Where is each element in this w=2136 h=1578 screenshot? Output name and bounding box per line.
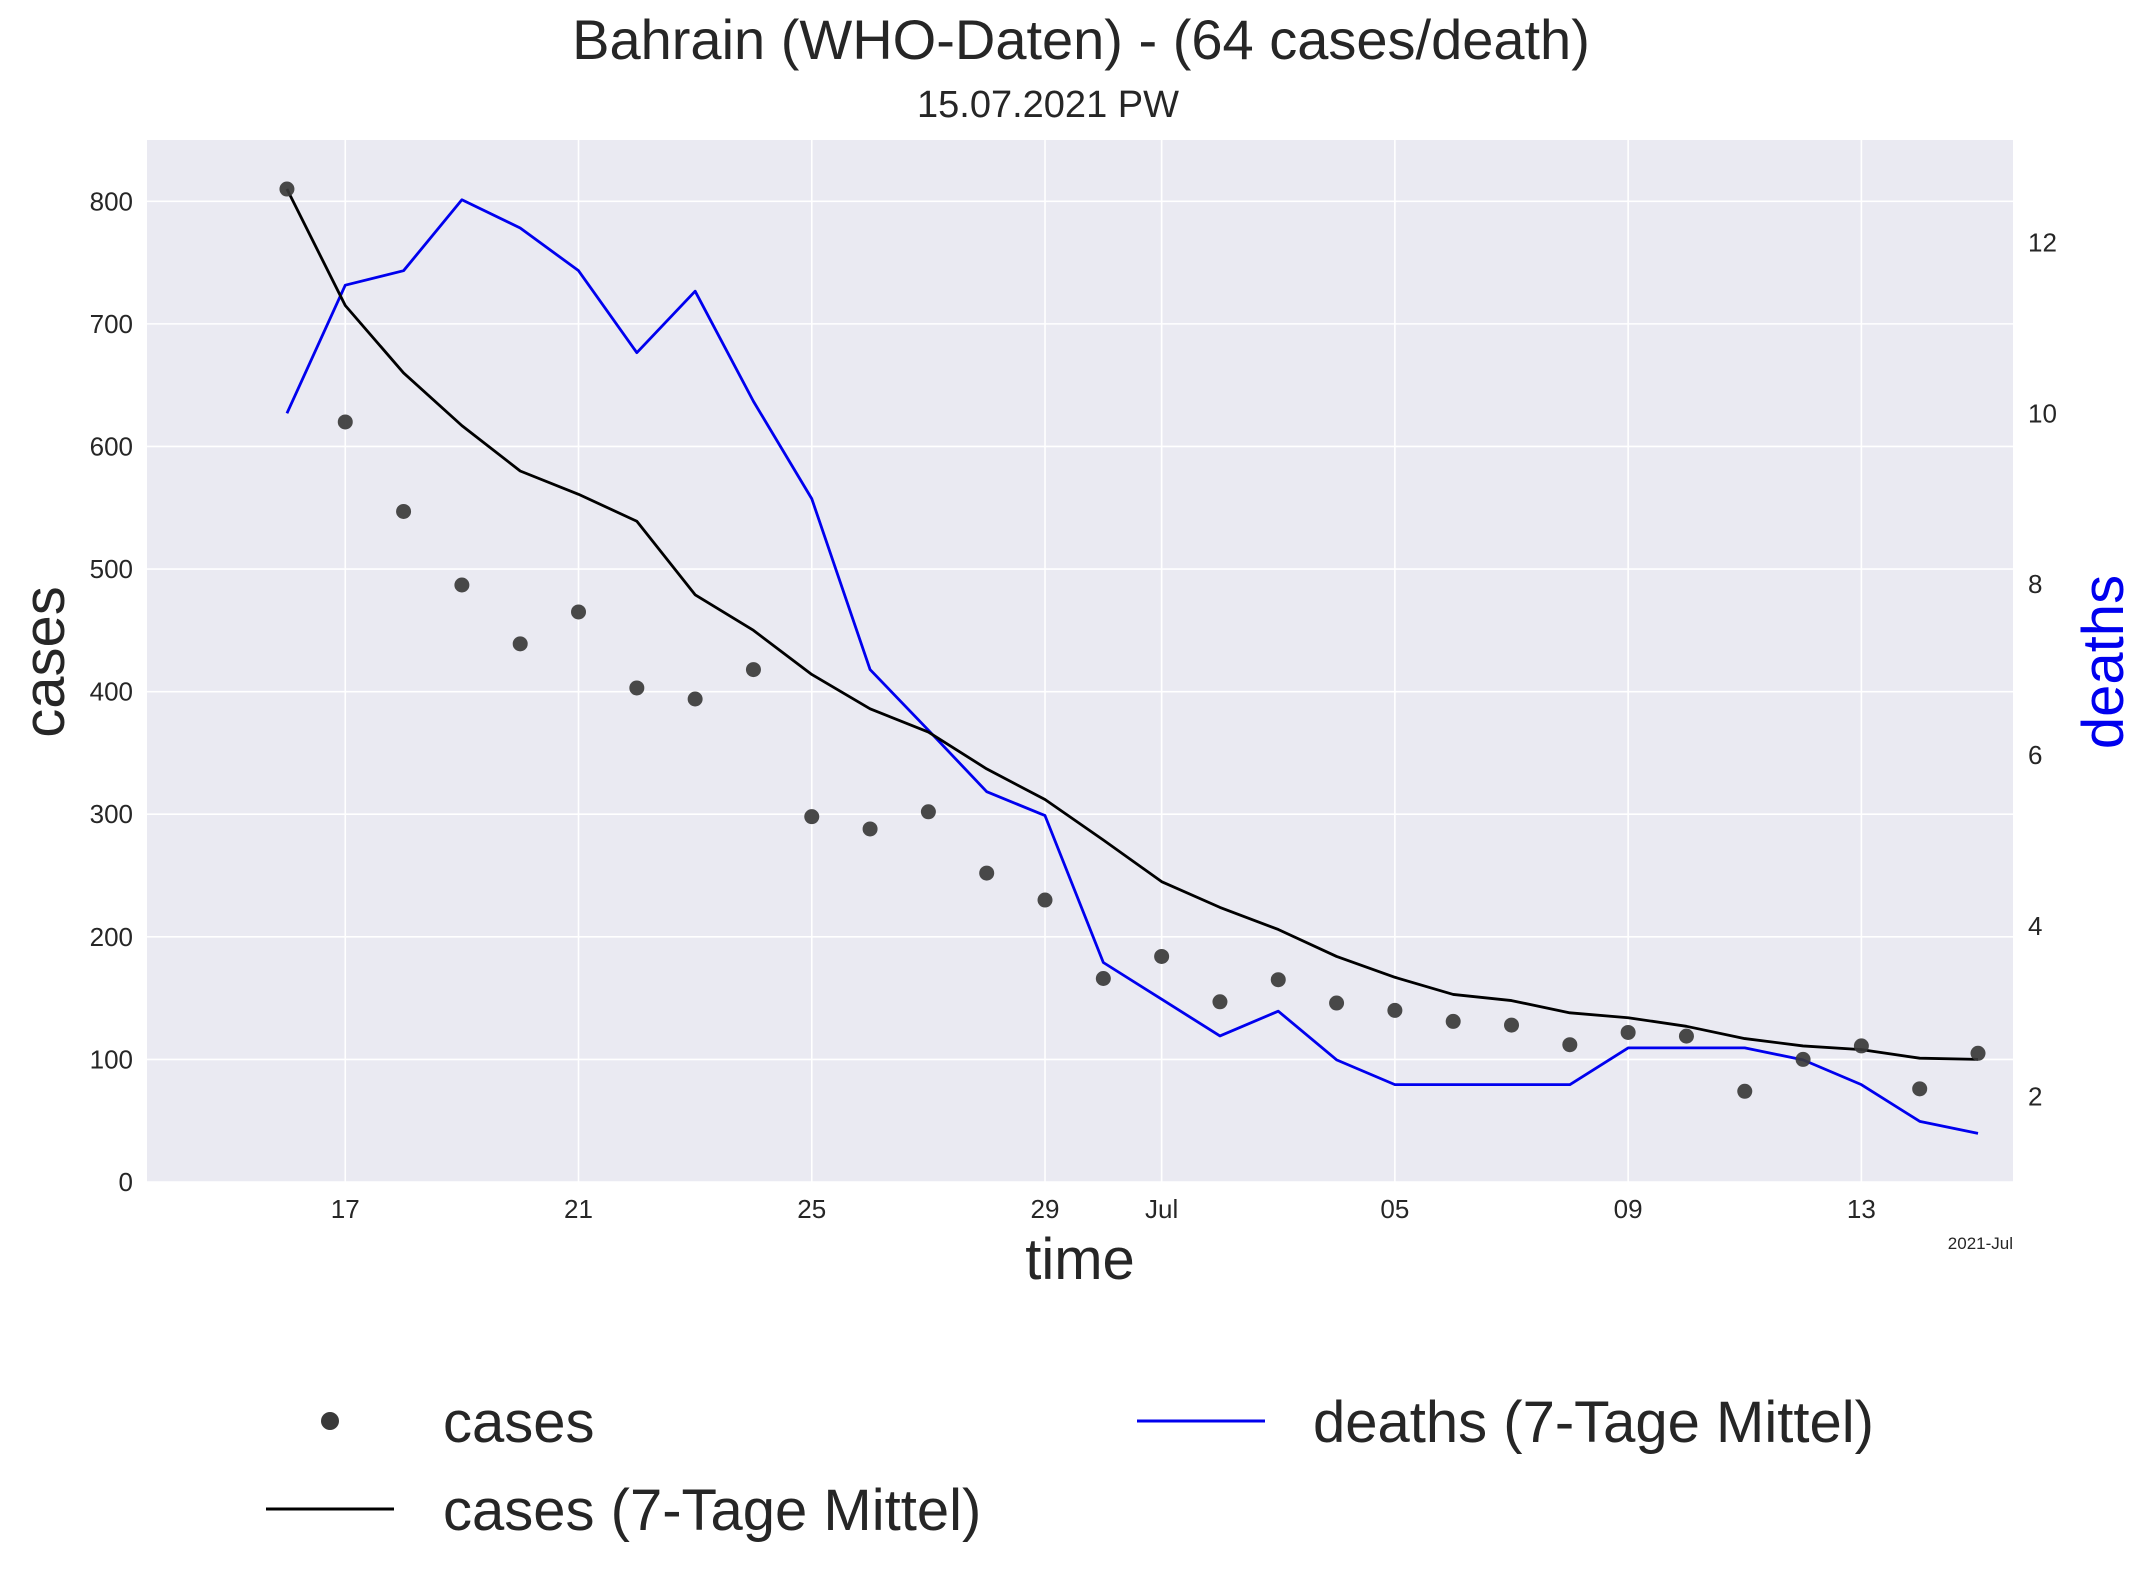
data-point-cases-2021-06-30 xyxy=(1095,971,1111,987)
data-point-cases-2021-07-04 xyxy=(1329,995,1345,1011)
y-tick-label-300: 300 xyxy=(90,799,133,829)
y-tick-label-600: 600 xyxy=(90,431,133,461)
x-tick-label-25: 25 xyxy=(797,1194,826,1224)
series-line-cases-7-tage-mittel xyxy=(285,188,1979,1061)
y-tick-label-400: 400 xyxy=(90,677,133,707)
data-point-cases-2021-06-22 xyxy=(629,680,645,696)
data-point-cases-2021-07-12 xyxy=(1795,1051,1811,1067)
x-tick-label-29: 29 xyxy=(1031,1194,1060,1224)
x-tick-label-21: 21 xyxy=(564,1194,593,1224)
data-point-cases-2021-07-05 xyxy=(1387,1002,1403,1018)
chart-subtitle: 15.07.2021 PW xyxy=(917,84,1179,126)
x-tick-label-17: 17 xyxy=(331,1194,360,1224)
data-point-cases-2021-07-09 xyxy=(1620,1024,1636,1040)
data-point-cases-2021-06-19 xyxy=(454,577,470,593)
data-point-cases-2021-07-08 xyxy=(1562,1037,1578,1053)
data-point-cases-2021-06-23 xyxy=(687,691,703,707)
x-tick-label-Jul: Jul xyxy=(1145,1194,1178,1224)
y-axis-label: cases xyxy=(12,586,77,738)
y2-tick-label-6: 6 xyxy=(2028,740,2042,770)
x-tick-labels: 17 21 25 29 Jul 05 09 13 xyxy=(331,1194,1876,1224)
data-point-cases-2021-07-01 xyxy=(1154,948,1170,964)
y-tick-label-700: 700 xyxy=(90,309,133,339)
grid-lines xyxy=(147,140,2013,1183)
chart-title: Bahrain (WHO-Daten) - (64 cases/death) xyxy=(572,8,1590,71)
data-point-cases-2021-06-29 xyxy=(1037,892,1053,908)
data-point-cases-2021-06-27 xyxy=(920,804,936,820)
data-point-cases-2021-06-24 xyxy=(745,662,761,678)
x-offset-label: 2021-Jul xyxy=(1948,1234,2013,1253)
series-line-deaths-7-tage-mittel xyxy=(285,198,1979,1135)
data-point-cases-2021-06-25 xyxy=(804,809,820,825)
y-tick-label-800: 800 xyxy=(90,186,133,216)
x-axis-label: time xyxy=(1025,1227,1135,1292)
data-point-cases-2021-07-07 xyxy=(1504,1017,1520,1033)
y-tick-labels: 0 100 200 300 400 500 600 700 800 xyxy=(90,186,133,1197)
data-point-cases-2021-06-21 xyxy=(571,604,587,620)
legend-marker-cases xyxy=(321,1412,339,1430)
data-point-cases-2021-06-26 xyxy=(862,821,878,837)
data-point-cases-2021-07-14 xyxy=(1912,1081,1928,1097)
y2-tick-label-10: 10 xyxy=(2028,398,2057,428)
data-point-cases-2021-07-11 xyxy=(1737,1083,1753,1099)
x-tick-label-13: 13 xyxy=(1847,1194,1876,1224)
legend: cases cases (7-Tage Mittel) deaths (7-Ta… xyxy=(266,1390,1874,1543)
y-tick-label-100: 100 xyxy=(90,1044,133,1074)
x-tick-label-05: 05 xyxy=(1380,1194,1409,1224)
y2-axis-label: deaths xyxy=(2071,575,2136,749)
legend-label-cases: cases xyxy=(443,1390,595,1455)
data-point-cases-2021-07-10 xyxy=(1678,1028,1694,1044)
y-tick-label-0: 0 xyxy=(119,1167,133,1197)
data-point-cases-2021-07-13 xyxy=(1853,1038,1869,1054)
y2-tick-labels: 2 4 6 8 10 12 xyxy=(2028,227,2057,1111)
y2-tick-label-8: 8 xyxy=(2028,569,2042,599)
y-tick-label-500: 500 xyxy=(90,554,133,584)
y2-tick-label-2: 2 xyxy=(2028,1082,2042,1112)
data-point-cases-2021-07-02 xyxy=(1212,994,1228,1010)
series-layer xyxy=(279,181,1986,1135)
data-point-cases-2021-07-15 xyxy=(1970,1045,1986,1061)
plot-area xyxy=(147,140,2013,1182)
data-point-cases-2021-06-18 xyxy=(396,503,412,519)
y2-tick-label-4: 4 xyxy=(2028,911,2042,941)
data-point-cases-2021-07-06 xyxy=(1445,1013,1461,1029)
legend-label-deaths-avg: deaths (7-Tage Mittel) xyxy=(1313,1390,1874,1455)
data-point-cases-2021-07-03 xyxy=(1270,972,1286,988)
data-point-cases-2021-06-28 xyxy=(979,865,995,881)
data-point-cases-2021-06-20 xyxy=(512,636,528,652)
data-point-cases-2021-06-17 xyxy=(337,414,353,430)
legend-label-cases-avg: cases (7-Tage Mittel) xyxy=(443,1478,981,1543)
x-tick-label-09: 09 xyxy=(1614,1194,1643,1224)
data-point-cases-2021-06-16 xyxy=(279,181,295,197)
y-tick-label-200: 200 xyxy=(90,922,133,952)
y2-tick-label-12: 12 xyxy=(2028,227,2057,257)
